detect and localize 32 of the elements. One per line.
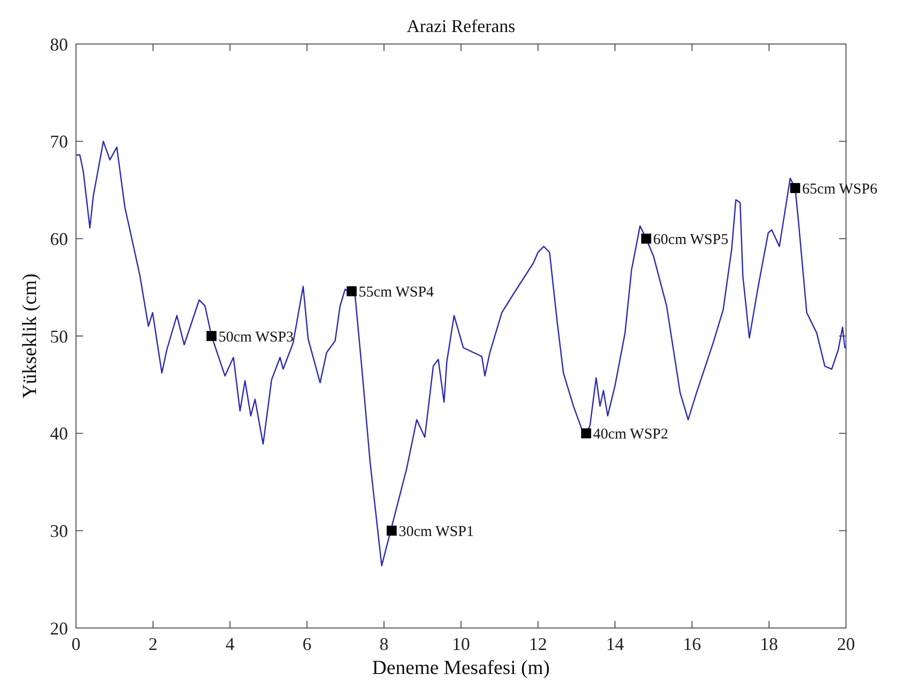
x-tick-label: 16 bbox=[683, 634, 701, 654]
x-tick-label: 4 bbox=[226, 634, 234, 654]
y-tick-label: 60 bbox=[50, 228, 68, 249]
annotation: 55cm WSP4 bbox=[358, 284, 434, 300]
y-tick-label: 80 bbox=[50, 34, 68, 54]
point bbox=[206, 331, 217, 341]
y-tick-label: 20 bbox=[50, 618, 68, 638]
point bbox=[346, 286, 357, 296]
y-axis-title: Yükseklik (cm) bbox=[19, 274, 41, 398]
x-tick-label: 8 bbox=[380, 634, 388, 654]
x-tick-label: 20 bbox=[837, 634, 855, 654]
x-tick-label: 6 bbox=[302, 634, 312, 654]
annotation: 30cm WSP1 bbox=[398, 524, 474, 540]
x-tick-label: 12 bbox=[529, 634, 547, 654]
chart-title: Arazi Referans bbox=[406, 16, 516, 36]
point bbox=[641, 234, 652, 244]
y-tick-label: 70 bbox=[50, 132, 68, 152]
annotation: 40cm WSP2 bbox=[593, 426, 668, 443]
x-tick-label: 10 bbox=[452, 634, 470, 654]
y-tick-label: 50 bbox=[50, 326, 68, 346]
annotation: 60cm WSP5 bbox=[653, 232, 728, 248]
point bbox=[386, 526, 397, 536]
point bbox=[790, 183, 800, 194]
annotation: 50cm WSP3 bbox=[218, 329, 294, 346]
y-tick-label: 40 bbox=[50, 424, 68, 444]
x-tick-label: 0 bbox=[72, 634, 80, 654]
x-tick-label: 18 bbox=[760, 634, 778, 654]
x-tick-label: 2 bbox=[148, 634, 158, 654]
point bbox=[581, 428, 592, 438]
y-tick-label: 30 bbox=[50, 520, 68, 541]
x-tick-label: 14 bbox=[606, 634, 624, 654]
x-axis-title: Deneme Mesafesi (m) bbox=[372, 657, 550, 679]
